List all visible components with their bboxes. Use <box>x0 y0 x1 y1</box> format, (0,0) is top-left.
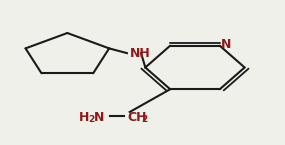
Text: 2: 2 <box>141 115 147 124</box>
Text: 2: 2 <box>88 115 94 124</box>
Text: N: N <box>221 38 232 51</box>
Text: H: H <box>79 111 89 124</box>
Text: CH: CH <box>127 111 146 124</box>
Text: NH: NH <box>130 47 150 60</box>
Text: N: N <box>94 111 105 124</box>
